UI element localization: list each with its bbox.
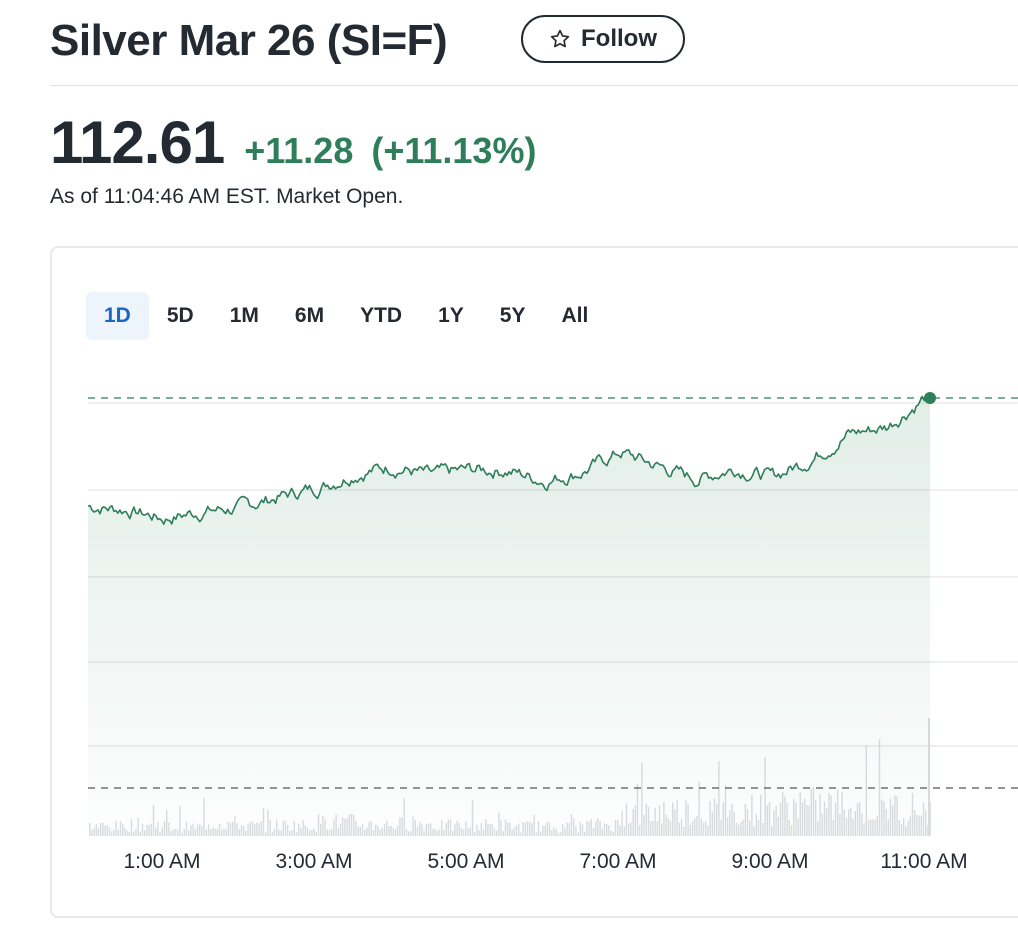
tab-1d[interactable]: 1D (86, 292, 149, 340)
tab-1m[interactable]: 1M (229, 304, 259, 327)
tab-1y[interactable]: 1Y (438, 304, 464, 327)
price-line (87, 393, 931, 525)
x-tick-label: 5:00 AM (427, 850, 504, 873)
last-price-marker (924, 392, 936, 404)
header-divider (50, 85, 1018, 86)
price-change: +11.28 (244, 130, 354, 171)
price-area (88, 394, 930, 836)
x-tick-label: 9:00 AM (731, 850, 808, 873)
follow-label: Follow (581, 25, 657, 52)
volume-bar (929, 801, 931, 836)
star-outline-icon (550, 29, 570, 48)
tab-all[interactable]: All (561, 304, 589, 327)
x-tick-label: 7:00 AM (579, 850, 656, 873)
current-price: 112.61 (50, 109, 225, 176)
price-change-percent: (+11.13%) (371, 130, 537, 171)
price-row: 112.61 +11.28 (+11.13%) (50, 108, 536, 177)
tab-5d[interactable]: 5D (166, 304, 194, 327)
tab-ytd[interactable]: YTD (360, 304, 403, 327)
tab-6m[interactable]: 6M (294, 304, 325, 327)
quote-header: Silver Mar 26 (SI=F) (50, 14, 448, 68)
price-chart[interactable]: 1:00 AM 3:00 AM 5:00 AM 7:00 AM 9:00 AM 11:00… (52, 248, 1018, 916)
tab-5y[interactable]: 5Y (499, 304, 526, 327)
x-axis: 1:00 AM 3:00 AM 5:00 AM 7:00 AM 9:00 AM 11:00… (123, 850, 967, 873)
chart-card: 1D 5D 1M 6M YTD 1Y 5Y All 1:00 AM 3:00 AM… (50, 246, 1018, 918)
range-tabs: 1D 5D 1M 6M YTD 1Y 5Y All (86, 292, 606, 340)
market-status: As of 11:04:46 AM EST. Market Open. (50, 185, 404, 208)
page-title: Silver Mar 26 (SI=F) (50, 16, 448, 65)
x-tick-label: 3:00 AM (275, 850, 352, 873)
follow-button[interactable]: Follow (521, 15, 685, 63)
x-tick-label: 1:00 AM (123, 850, 200, 873)
x-tick-label: 11:00 AM (880, 850, 967, 873)
